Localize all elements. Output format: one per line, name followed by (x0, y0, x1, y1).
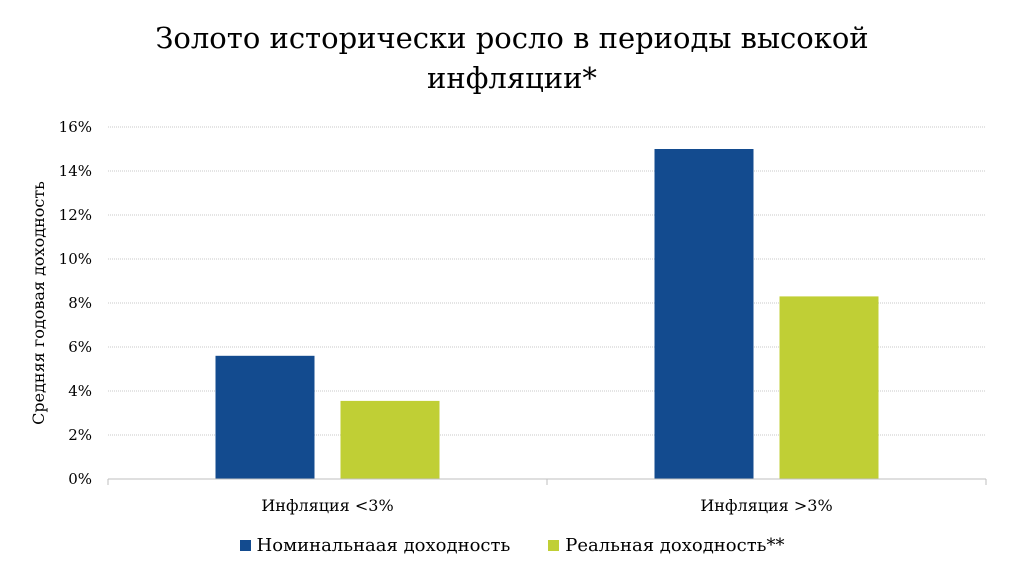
y-tick-label: 0% (68, 470, 92, 488)
legend-swatch-real (548, 540, 560, 551)
chart-title-line-1: Золото исторически росло в периоды высок… (155, 21, 869, 55)
legend-item-nominal: Номинальнаая доходность (239, 535, 511, 556)
y-tick-label: 4% (68, 382, 92, 400)
bar (779, 296, 879, 479)
y-tick-label: 16% (59, 118, 92, 136)
legend: Номинальнаая доходность Реальная доходно… (0, 535, 1024, 556)
bar (215, 355, 315, 479)
y-tick-label: 6% (68, 338, 92, 356)
y-tick-label: 12% (59, 206, 92, 224)
y-axis-ticks: 0% 2% 4% 6% 8% 10% 12% 14% 16% (59, 118, 92, 488)
y-tick-label: 2% (68, 426, 92, 444)
legend-label-nominal: Номинальнаая доходность (256, 535, 511, 556)
legend-label-real: Реальная доходность** (565, 535, 785, 556)
legend-swatch-nominal (239, 540, 251, 551)
bars (215, 149, 879, 479)
chart-title-line-2: инфляции* (427, 61, 597, 95)
y-axis-title: Средняя годовая доходность (29, 181, 48, 425)
x-category-label: Инфляция >3% (700, 496, 832, 515)
bar (340, 400, 440, 479)
y-tick-label: 8% (68, 294, 92, 312)
chart-title: Золото исторически росло в периоды высок… (112, 18, 912, 98)
x-category-label: Инфляция <3% (261, 496, 393, 515)
bar (654, 149, 754, 479)
y-tick-label: 10% (59, 250, 92, 268)
x-axis-categories: Инфляция <3% Инфляция >3% (261, 496, 832, 515)
x-axis (107, 478, 987, 485)
bar-chart: 0%2%4%6%8%10%12%14%16% Инфляция <3% Инфля… (29, 118, 987, 515)
y-tick-label: 14% (59, 162, 92, 180)
legend-item-real: Реальная доходность** (548, 535, 784, 556)
